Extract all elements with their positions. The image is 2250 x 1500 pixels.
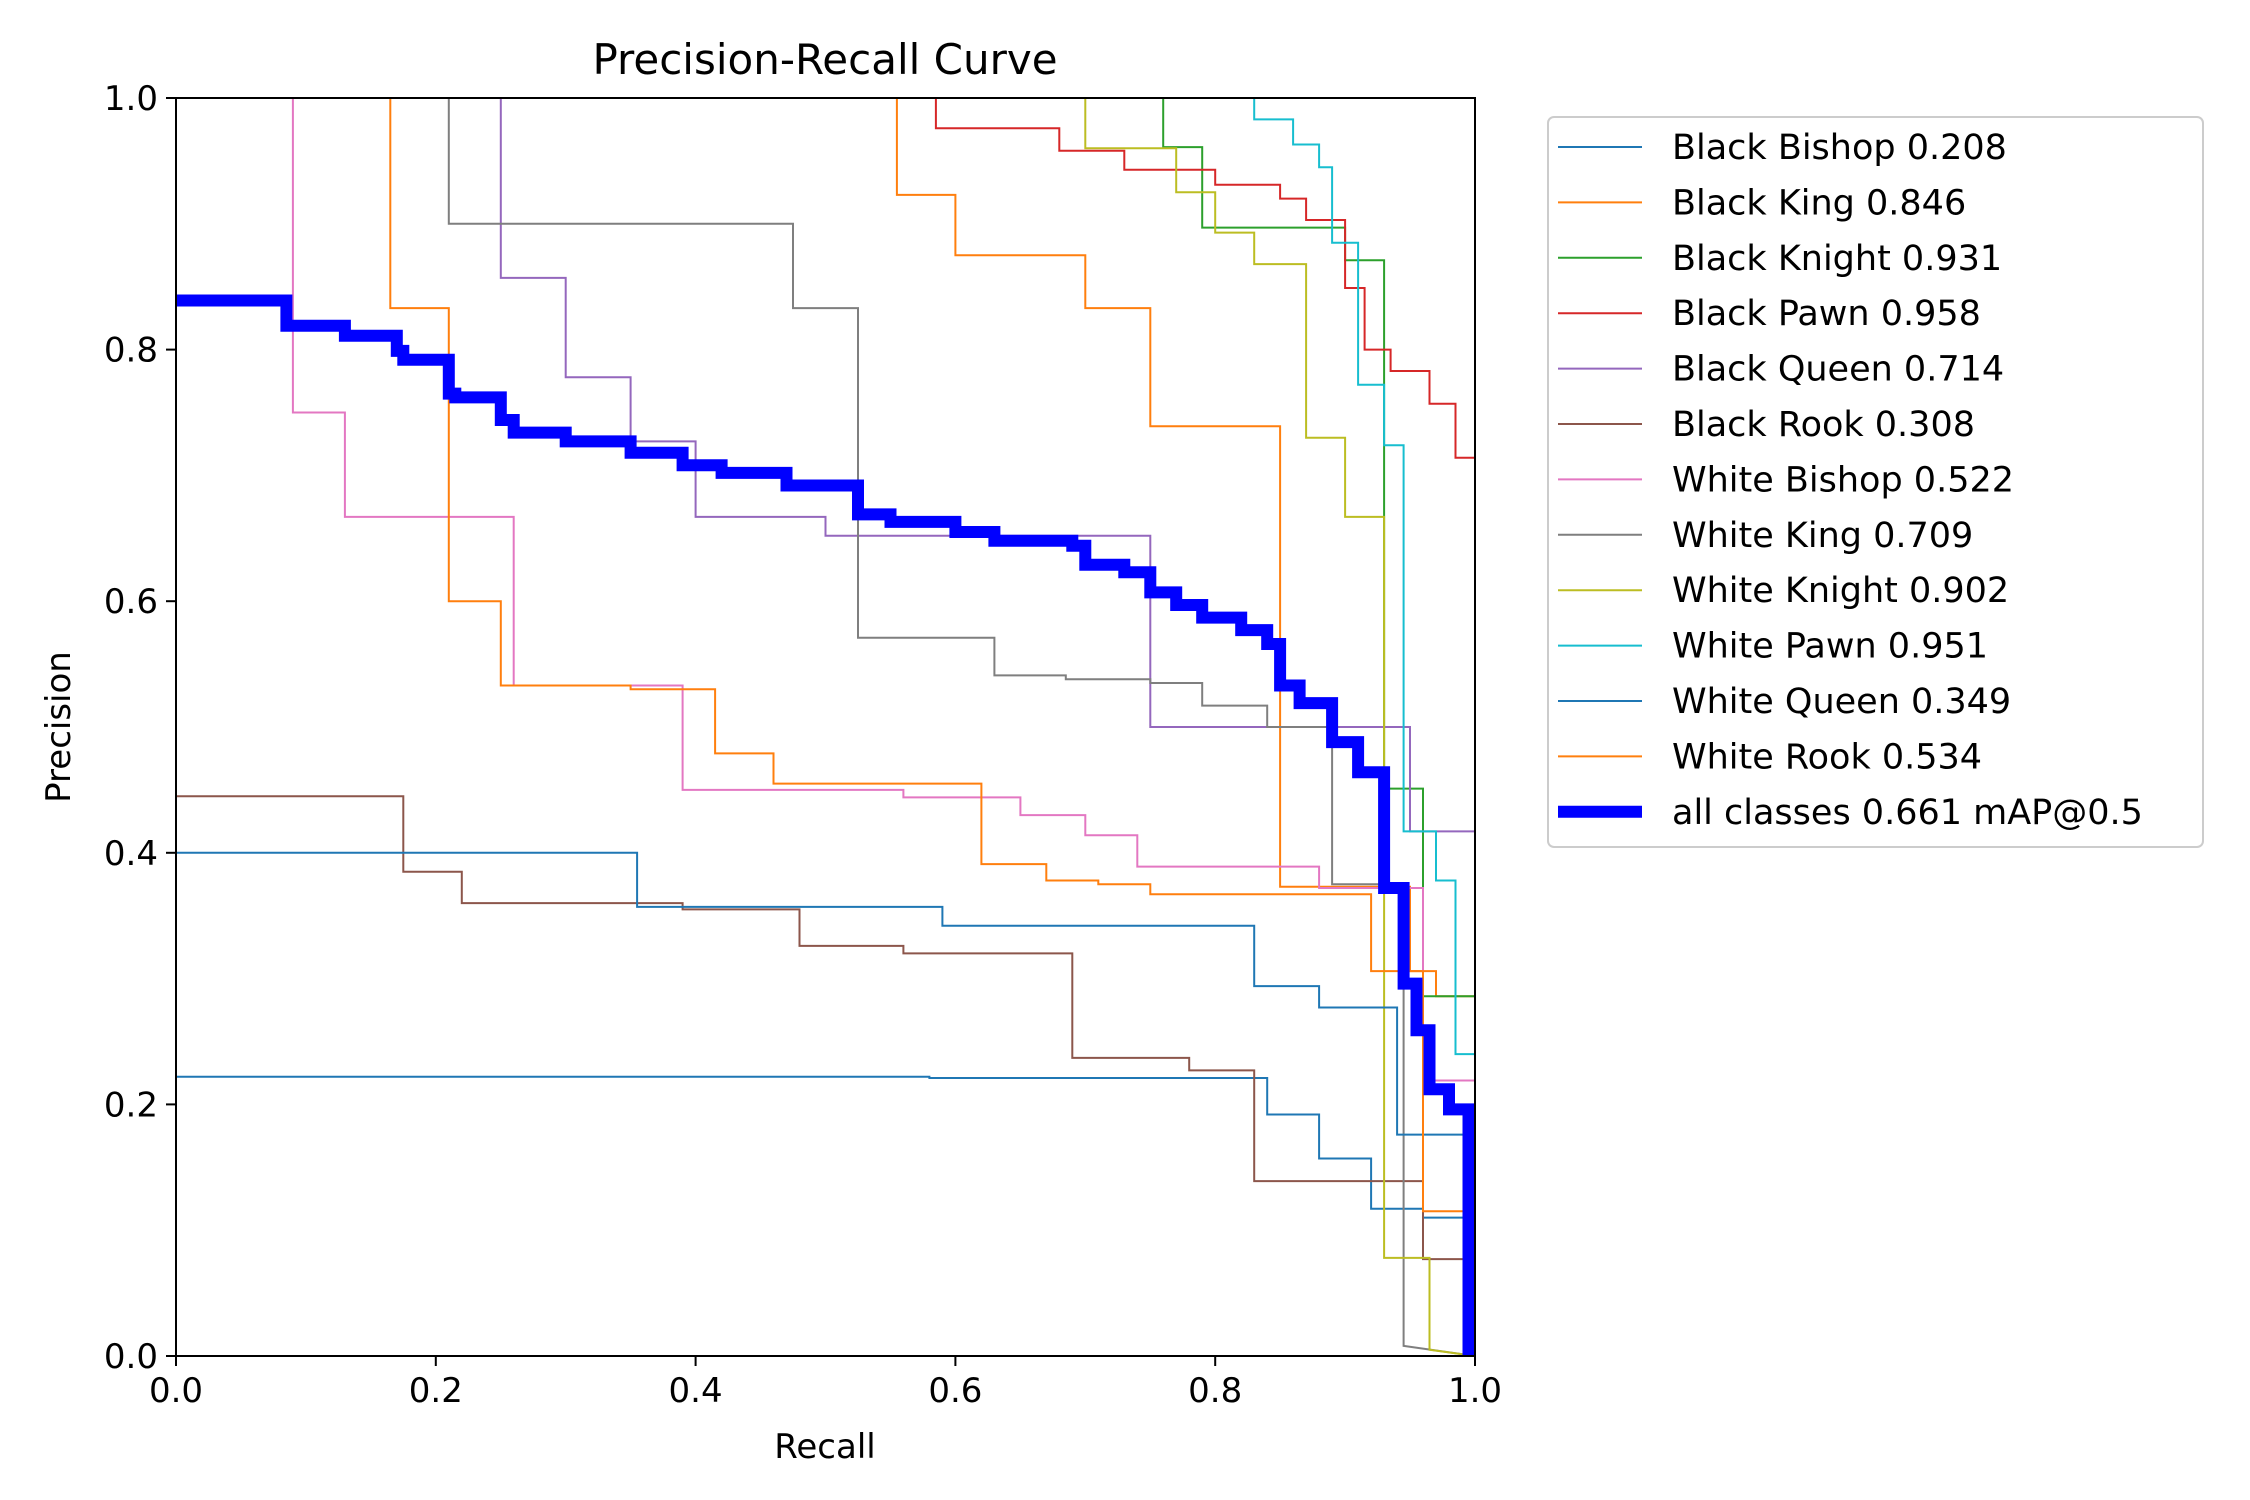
series-line-9 bbox=[1247, 98, 1475, 1356]
y-tick-label: 0.6 bbox=[104, 582, 158, 622]
series-line-12 bbox=[176, 294, 1475, 1356]
legend-label-1: Black King 0.846 bbox=[1672, 183, 1966, 223]
y-tick-label: 0.2 bbox=[104, 1085, 158, 1125]
legend-label-4: Black Queen 0.714 bbox=[1672, 350, 2004, 390]
series-line-6 bbox=[291, 98, 1475, 1356]
legend-label-11: White Rook 0.534 bbox=[1672, 737, 1982, 777]
series-line-3 bbox=[929, 98, 1475, 1356]
legend-entries: Black Bishop 0.208 Black King 0.846 Black … bbox=[1558, 128, 2143, 833]
plot-frame bbox=[175, 97, 1476, 1357]
x-tick-label: 1.0 bbox=[1448, 1371, 1502, 1411]
series-lines bbox=[176, 98, 1475, 1356]
series-line-8 bbox=[1084, 98, 1475, 1356]
series-line-1 bbox=[890, 98, 1475, 1356]
y-axis-label: Precision bbox=[39, 651, 79, 803]
legend-label-6: White Bishop 0.522 bbox=[1672, 460, 2014, 500]
x-axis: 0.0 0.2 0.4 0.6 0.8 1.0 bbox=[149, 1356, 1502, 1411]
x-tick-label: 0.4 bbox=[669, 1371, 723, 1411]
y-tick-label: 0.0 bbox=[104, 1337, 158, 1377]
legend-label-2: Black Knight 0.931 bbox=[1672, 239, 2002, 279]
y-tick-label: 0.8 bbox=[104, 331, 158, 371]
series-line-5 bbox=[176, 795, 1475, 1356]
chart-title: Precision-Recall Curve bbox=[592, 35, 1057, 84]
series-line-7 bbox=[447, 98, 1475, 1356]
legend-label-12: all classes 0.661 mAP@0.5 bbox=[1672, 793, 2143, 833]
x-tick-label: 0.6 bbox=[928, 1371, 982, 1411]
series-line-11 bbox=[389, 98, 1475, 1356]
x-axis-label: Recall bbox=[774, 1427, 875, 1467]
x-tick-label: 0.8 bbox=[1188, 1371, 1242, 1411]
legend-label-5: Black Rook 0.308 bbox=[1672, 405, 1975, 445]
legend-label-10: White Queen 0.349 bbox=[1672, 682, 2011, 722]
legend-box bbox=[1547, 116, 2204, 848]
series-line-10 bbox=[176, 851, 1475, 1356]
y-tick-label: 0.4 bbox=[104, 834, 158, 874]
legend-label-8: White Knight 0.902 bbox=[1672, 571, 2009, 611]
legend-label-7: White King 0.709 bbox=[1672, 516, 1973, 556]
x-tick-label: 0.2 bbox=[409, 1371, 463, 1411]
legend: Black Bishop 0.208 Black King 0.846 Black … bbox=[1547, 116, 2204, 848]
legend-label-0: Black Bishop 0.208 bbox=[1672, 128, 2007, 168]
y-axis: 0.0 0.2 0.4 0.6 0.8 1.0 bbox=[104, 79, 176, 1377]
x-tick-label: 0.0 bbox=[149, 1371, 203, 1411]
legend-label-3: Black Pawn 0.958 bbox=[1672, 294, 1981, 334]
legend-label-9: White Pawn 0.951 bbox=[1672, 627, 1988, 667]
series-line-4 bbox=[499, 98, 1475, 1356]
y-tick-label: 1.0 bbox=[104, 79, 158, 119]
